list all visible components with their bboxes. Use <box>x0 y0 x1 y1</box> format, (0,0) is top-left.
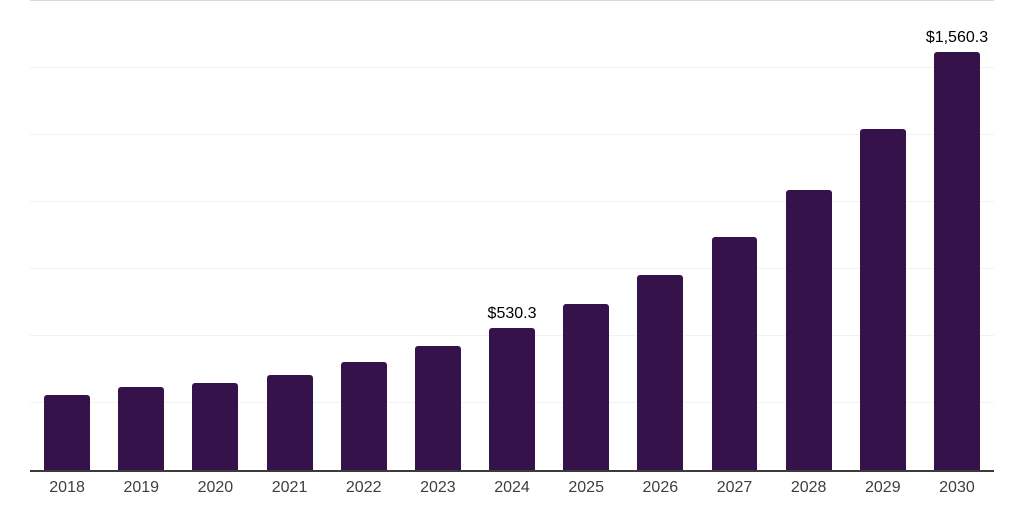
bar-value-label-2030: $1,560.3 <box>925 28 989 46</box>
bar-2023 <box>414 346 461 470</box>
x-tick-label-2018: 2018 <box>49 479 85 496</box>
bar-2022 <box>340 361 387 470</box>
x-tick-label-2021: 2021 <box>271 479 308 496</box>
bar-band-2027 <box>697 1 771 470</box>
x-tick-label-2030: 2030 <box>939 479 975 496</box>
bar-2025 <box>563 303 610 470</box>
bar-2029 <box>859 129 906 470</box>
x-tick-label-2022: 2022 <box>345 479 382 496</box>
bar-band-2029 <box>846 1 920 470</box>
gridline-750 <box>30 268 994 269</box>
x-tick-label-2026: 2026 <box>642 479 679 496</box>
bar-band-2028 <box>772 1 846 470</box>
gridline-1000 <box>30 201 994 202</box>
x-tick-label-2025: 2025 <box>568 479 604 496</box>
bar-2024: $530.3 <box>488 305 536 470</box>
bar-band-2024: $530.3 <box>475 1 549 470</box>
bar-band-2026 <box>623 1 697 470</box>
bar-2027 <box>711 236 758 470</box>
bar-band-2022 <box>327 1 401 470</box>
bar-band-2021 <box>252 1 326 470</box>
bar-2020 <box>192 383 239 470</box>
bar-band-2030: $1,560.3 <box>920 1 994 470</box>
bar-2026 <box>637 274 684 470</box>
x-axis-labels: 2018 2019 2020 2021 2022 2023 2024 2025 2026 2027… <box>30 479 994 497</box>
bar-2019 <box>118 386 165 470</box>
bar-2028 <box>785 190 832 470</box>
x-tick-label-2023: 2023 <box>420 479 456 496</box>
x-tick-label-2027: 2027 <box>716 479 753 496</box>
x-tick-label-2019: 2019 <box>123 479 160 496</box>
bar-band-2019 <box>104 1 178 470</box>
x-tick-label-2020: 2020 <box>197 479 234 496</box>
x-axis-line <box>30 470 994 472</box>
bar-2018 <box>44 395 91 470</box>
bar-band-2025 <box>549 1 623 470</box>
x-tick-label-2029: 2029 <box>865 479 901 496</box>
gridline-1500 <box>30 67 994 68</box>
bar-band-2023 <box>401 1 475 470</box>
bar-2030: $1,560.3 <box>926 29 988 470</box>
x-tick-label-2024: 2024 <box>494 479 530 496</box>
gridline-1750 <box>30 0 994 1</box>
bars: $530.3 $1,560.3 <box>30 1 994 470</box>
plot-area: $530.3 $1,560.3 <box>30 0 994 472</box>
x-tick-label-2028: 2028 <box>790 479 827 496</box>
bar-band-2020 <box>178 1 252 470</box>
bar-2021 <box>266 375 313 470</box>
gridline-1250 <box>30 134 994 135</box>
bar-band-2018 <box>30 1 104 470</box>
bar-value-label-2024: $530.3 <box>487 304 537 322</box>
